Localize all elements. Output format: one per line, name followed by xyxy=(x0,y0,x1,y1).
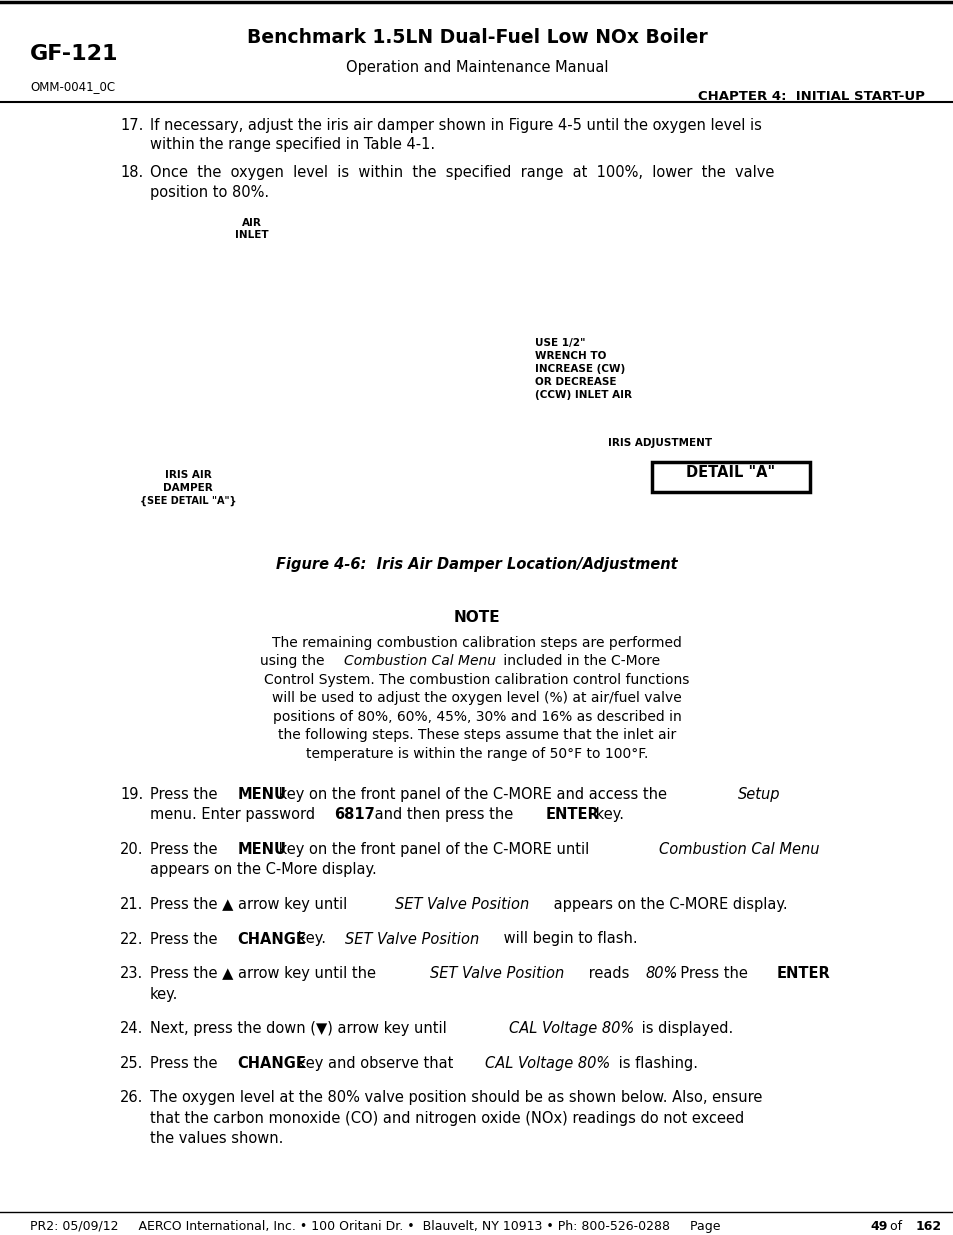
Text: Operation and Maintenance Manual: Operation and Maintenance Manual xyxy=(345,61,608,75)
Text: 25.: 25. xyxy=(120,1056,143,1071)
Text: positions of 80%, 60%, 45%, 30% and 16% as described in: positions of 80%, 60%, 45%, 30% and 16% … xyxy=(273,710,680,724)
Text: key.: key. xyxy=(150,987,178,1002)
Text: within the range specified in Table 4-1.: within the range specified in Table 4-1. xyxy=(150,137,435,152)
Text: Figure 4-6:  Iris Air Damper Location/Adjustment: Figure 4-6: Iris Air Damper Location/Adj… xyxy=(276,557,677,572)
Text: . Press the: . Press the xyxy=(671,966,752,981)
Text: PR2: 05/09/12     AERCO International, Inc. • 100 Oritani Dr. •  Blauvelt, NY 10: PR2: 05/09/12 AERCO International, Inc. … xyxy=(30,1220,723,1233)
Text: SET Valve Position: SET Valve Position xyxy=(345,931,478,946)
Text: CAL Voltage 80%: CAL Voltage 80% xyxy=(508,1021,634,1036)
Text: INLET: INLET xyxy=(235,230,269,240)
Text: 26.: 26. xyxy=(120,1091,143,1105)
Text: menu. Enter password: menu. Enter password xyxy=(150,808,319,823)
Text: DETAIL "A": DETAIL "A" xyxy=(686,466,775,480)
Text: Press the: Press the xyxy=(150,787,222,802)
Text: MENU: MENU xyxy=(237,787,286,802)
Text: Press the: Press the xyxy=(150,1056,222,1071)
Text: Press the ▲ arrow key until: Press the ▲ arrow key until xyxy=(150,897,352,911)
Text: appears on the C-MORE display.: appears on the C-MORE display. xyxy=(549,897,787,911)
Text: of: of xyxy=(884,1220,905,1233)
Text: the following steps. These steps assume that the inlet air: the following steps. These steps assume … xyxy=(277,729,676,742)
Text: 162: 162 xyxy=(915,1220,941,1233)
Text: MENU: MENU xyxy=(237,842,286,857)
Text: 23.: 23. xyxy=(120,966,143,981)
Text: 6817: 6817 xyxy=(334,808,375,823)
Text: INCREASE (CW): INCREASE (CW) xyxy=(535,364,624,374)
Text: ENTER: ENTER xyxy=(776,966,829,981)
Text: Press the: Press the xyxy=(150,842,222,857)
Text: key on the front panel of the C-MORE until: key on the front panel of the C-MORE unt… xyxy=(274,842,594,857)
Text: reads: reads xyxy=(584,966,634,981)
Text: SET Valve Position: SET Valve Position xyxy=(430,966,563,981)
Text: GF-121: GF-121 xyxy=(30,44,118,64)
Text: 21.: 21. xyxy=(120,897,143,911)
Text: that the carbon monoxide (CO) and nitrogen oxide (NOx) readings do not exceed: that the carbon monoxide (CO) and nitrog… xyxy=(150,1110,743,1125)
Text: CHAPTER 4:  INITIAL START-UP: CHAPTER 4: INITIAL START-UP xyxy=(698,90,924,103)
Text: USE 1/2": USE 1/2" xyxy=(535,338,585,348)
Text: and then press the: and then press the xyxy=(370,808,517,823)
Text: key.: key. xyxy=(591,808,624,823)
Text: position to 80%.: position to 80%. xyxy=(150,184,269,200)
Text: Once  the  oxygen  level  is  within  the  specified  range  at  100%,  lower  t: Once the oxygen level is within the spec… xyxy=(150,165,774,180)
Text: key.: key. xyxy=(293,931,330,946)
Text: 17.: 17. xyxy=(120,119,143,133)
Text: CHANGE: CHANGE xyxy=(237,1056,306,1071)
Text: IRIS AIR: IRIS AIR xyxy=(165,471,212,480)
Text: 19.: 19. xyxy=(120,787,143,802)
Text: Next, press the down (▼) arrow key until: Next, press the down (▼) arrow key until xyxy=(150,1021,451,1036)
FancyBboxPatch shape xyxy=(651,462,809,492)
Text: {SEE DETAIL "A"}: {SEE DETAIL "A"} xyxy=(139,496,236,506)
Text: Combustion Cal Menu: Combustion Cal Menu xyxy=(659,842,819,857)
Text: Press the: Press the xyxy=(150,931,222,946)
Text: using the: using the xyxy=(260,655,329,668)
Text: is displayed.: is displayed. xyxy=(637,1021,733,1036)
Text: The remaining combustion calibration steps are performed: The remaining combustion calibration ste… xyxy=(272,636,681,650)
Text: (CCW) INLET AIR: (CCW) INLET AIR xyxy=(535,390,631,400)
Text: appears on the C-More display.: appears on the C-More display. xyxy=(150,862,376,878)
Text: If necessary, adjust the iris air damper shown in Figure 4-5 until the oxygen le: If necessary, adjust the iris air damper… xyxy=(150,119,761,133)
Text: key and observe that: key and observe that xyxy=(293,1056,457,1071)
Text: key on the front panel of the C-MORE and access the: key on the front panel of the C-MORE and… xyxy=(274,787,671,802)
Text: Combustion Cal Menu: Combustion Cal Menu xyxy=(343,655,496,668)
Text: 49: 49 xyxy=(869,1220,886,1233)
Text: 22.: 22. xyxy=(120,931,143,946)
Text: included in the C-More: included in the C-More xyxy=(498,655,659,668)
Text: IRIS ADJUSTMENT: IRIS ADJUSTMENT xyxy=(607,438,711,448)
Text: WRENCH TO: WRENCH TO xyxy=(535,351,606,361)
Text: will begin to flash.: will begin to flash. xyxy=(499,931,638,946)
Text: SET Valve Position: SET Valve Position xyxy=(395,897,529,911)
Text: temperature is within the range of 50°F to 100°F.: temperature is within the range of 50°F … xyxy=(306,747,647,761)
Text: AIR: AIR xyxy=(242,219,262,228)
Text: ENTER: ENTER xyxy=(545,808,598,823)
Text: DAMPER: DAMPER xyxy=(163,483,213,493)
Text: CHANGE: CHANGE xyxy=(237,931,306,946)
Text: CAL Voltage 80%: CAL Voltage 80% xyxy=(485,1056,610,1071)
Text: The oxygen level at the 80% valve position should be as shown below. Also, ensur: The oxygen level at the 80% valve positi… xyxy=(150,1091,761,1105)
Text: 24.: 24. xyxy=(120,1021,143,1036)
Text: Setup: Setup xyxy=(738,787,780,802)
Text: Benchmark 1.5LN Dual-Fuel Low NOx Boiler: Benchmark 1.5LN Dual-Fuel Low NOx Boiler xyxy=(247,28,706,47)
Text: 80%: 80% xyxy=(645,966,678,981)
Text: is flashing.: is flashing. xyxy=(613,1056,697,1071)
Text: 20.: 20. xyxy=(120,842,143,857)
Text: Control System. The combustion calibration control functions: Control System. The combustion calibrati… xyxy=(264,673,689,687)
Text: the values shown.: the values shown. xyxy=(150,1131,283,1146)
Text: OR DECREASE: OR DECREASE xyxy=(535,377,616,387)
Text: will be used to adjust the oxygen level (%) at air/fuel valve: will be used to adjust the oxygen level … xyxy=(272,692,681,705)
Text: Press the ▲ arrow key until the: Press the ▲ arrow key until the xyxy=(150,966,380,981)
Text: 18.: 18. xyxy=(120,165,143,180)
Text: NOTE: NOTE xyxy=(454,610,499,625)
Text: OMM-0041_0C: OMM-0041_0C xyxy=(30,80,115,93)
